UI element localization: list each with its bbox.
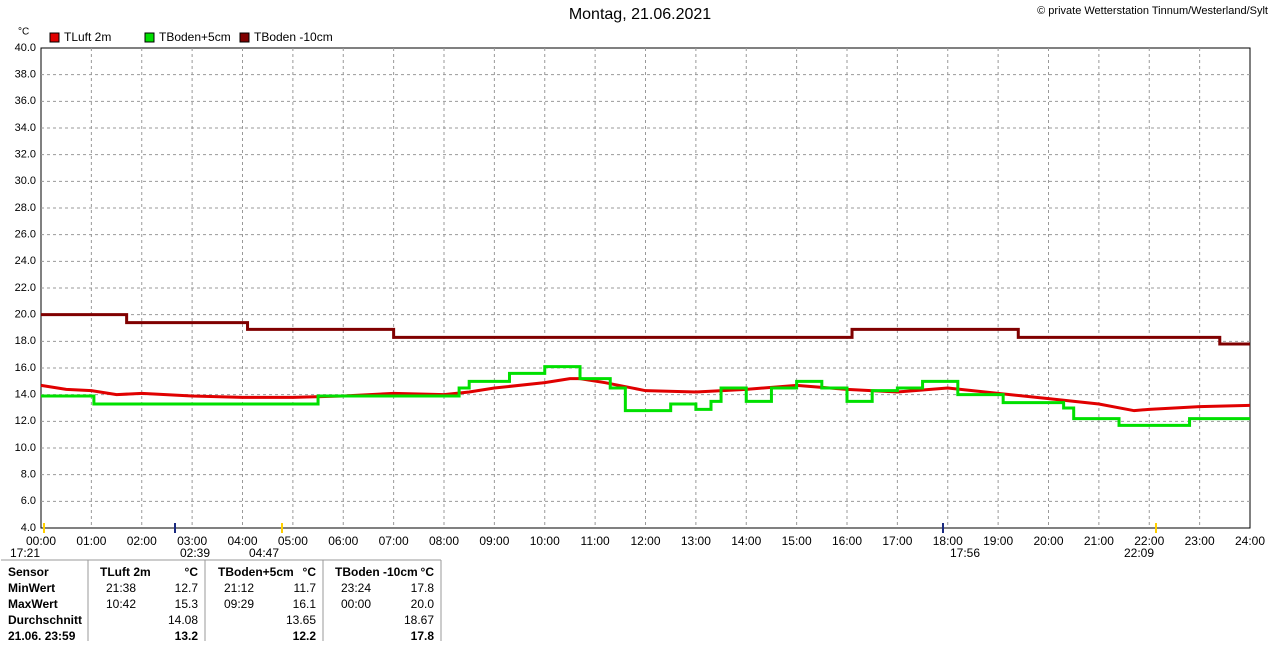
x-tick-label: 03:00 <box>177 534 207 548</box>
table-cell: 17.8 <box>411 581 435 595</box>
copyright: © private Wetterstation Tinnum/Westerlan… <box>1037 5 1268 17</box>
y-tick-label: 28.0 <box>15 202 36 214</box>
table-cell: 12.2 <box>293 629 317 641</box>
table-cell: 12.7 <box>175 581 199 595</box>
table-header: °C <box>303 565 317 579</box>
table-cell: 00:00 <box>341 597 371 611</box>
y-tick-label: 10.0 <box>15 442 36 454</box>
y-tick-label: 38.0 <box>15 69 36 81</box>
y-tick-label: 24.0 <box>15 255 36 267</box>
y-tick-label: 32.0 <box>15 149 36 161</box>
table-cell: 21:38 <box>106 581 136 595</box>
table-cell: 13.2 <box>175 629 199 641</box>
y-tick-label: 14.0 <box>15 389 36 401</box>
table-cell: 21.06. 23:59 <box>8 629 76 641</box>
table-cell: 18.67 <box>404 613 434 627</box>
table-header: TBoden -10cm <box>335 565 418 579</box>
table-header: Sensor <box>8 565 49 579</box>
sun-time: 02:39 <box>180 546 210 560</box>
legend-swatch <box>49 32 60 43</box>
y-tick-label: 30.0 <box>15 175 36 187</box>
series-line <box>41 365 1250 427</box>
table-cell: 10:42 <box>106 597 136 611</box>
y-tick-label: 4.0 <box>21 522 36 534</box>
x-tick-label: 24:00 <box>1235 534 1265 548</box>
sun-time: 04:47 <box>249 546 279 560</box>
table-header: TBoden+5cm <box>218 565 294 579</box>
x-tick-label: 07:00 <box>379 534 409 548</box>
x-tick-label: 20:00 <box>1033 534 1063 548</box>
y-tick-label: 12.0 <box>15 415 36 427</box>
table-cell: 20.0 <box>411 597 435 611</box>
x-tick-label: 14:00 <box>731 534 761 548</box>
x-tick-label: 01:00 <box>76 534 106 548</box>
series-line <box>41 313 1250 346</box>
x-tick-label: 04:00 <box>227 534 257 548</box>
table-cell: MinWert <box>8 581 55 595</box>
x-tick-label: 10:00 <box>530 534 560 548</box>
x-tick-label: 17:00 <box>882 534 912 548</box>
table-cell: 15.3 <box>175 597 199 611</box>
sun-time: 17:21 <box>10 546 40 560</box>
x-tick-label: 18:00 <box>933 534 963 548</box>
table-header: °C <box>421 565 435 579</box>
y-tick-label: 40.0 <box>15 42 36 54</box>
y-tick-label: 16.0 <box>15 362 36 374</box>
legend-swatch <box>144 32 155 43</box>
x-tick-label: 22:00 <box>1134 534 1164 548</box>
table-header: TLuft 2m <box>100 565 151 579</box>
table-cell: MaxWert <box>8 597 58 611</box>
y-tick-label: 20.0 <box>15 309 36 321</box>
x-tick-label: 05:00 <box>278 534 308 548</box>
x-tick-label: 00:00 <box>26 534 56 548</box>
x-tick-label: 13:00 <box>681 534 711 548</box>
table-cell: 16.1 <box>293 597 317 611</box>
y-tick-label: 18.0 <box>15 335 36 347</box>
x-tick-label: 21:00 <box>1084 534 1114 548</box>
table-cell: 14.08 <box>168 613 198 627</box>
table-cell: 11.7 <box>294 581 317 595</box>
y-tick-label: 8.0 <box>21 469 36 481</box>
x-tick-label: 02:00 <box>127 534 157 548</box>
x-tick-label: 12:00 <box>630 534 660 548</box>
y-tick-label: 26.0 <box>15 229 36 241</box>
x-tick-label: 16:00 <box>832 534 862 548</box>
table-cell: 09:29 <box>224 597 254 611</box>
table-cell: 21:12 <box>224 581 254 595</box>
table-cell: 17.8 <box>411 629 435 641</box>
x-tick-label: 15:00 <box>782 534 812 548</box>
legend-label: TLuft 2m <box>64 30 111 44</box>
table-cell: Durchschnitt <box>8 613 82 627</box>
x-tick-label: 06:00 <box>328 534 358 548</box>
sun-time: 17:56 <box>950 546 980 560</box>
table-header: °C <box>185 565 199 579</box>
x-tick-label: 09:00 <box>479 534 509 548</box>
table-cell: 23:24 <box>341 581 371 595</box>
table-cell: 13.65 <box>286 613 316 627</box>
legend-swatch <box>239 32 250 43</box>
x-tick-label: 08:00 <box>429 534 459 548</box>
y-tick-label: 6.0 <box>21 495 36 507</box>
chart-title: Montag, 21.06.2021 <box>569 6 711 23</box>
sun-time: 22:09 <box>1124 546 1154 560</box>
x-tick-label: 11:00 <box>581 534 610 548</box>
y-tick-label: 36.0 <box>15 95 36 107</box>
x-tick-label: 23:00 <box>1185 534 1215 548</box>
x-tick-label: 19:00 <box>983 534 1013 548</box>
y-tick-label: 22.0 <box>15 282 36 294</box>
legend-label: TBoden -10cm <box>254 30 333 44</box>
y-tick-label: 34.0 <box>15 122 36 134</box>
y-unit: °C <box>18 27 29 38</box>
legend-label: TBoden+5cm <box>159 30 231 44</box>
